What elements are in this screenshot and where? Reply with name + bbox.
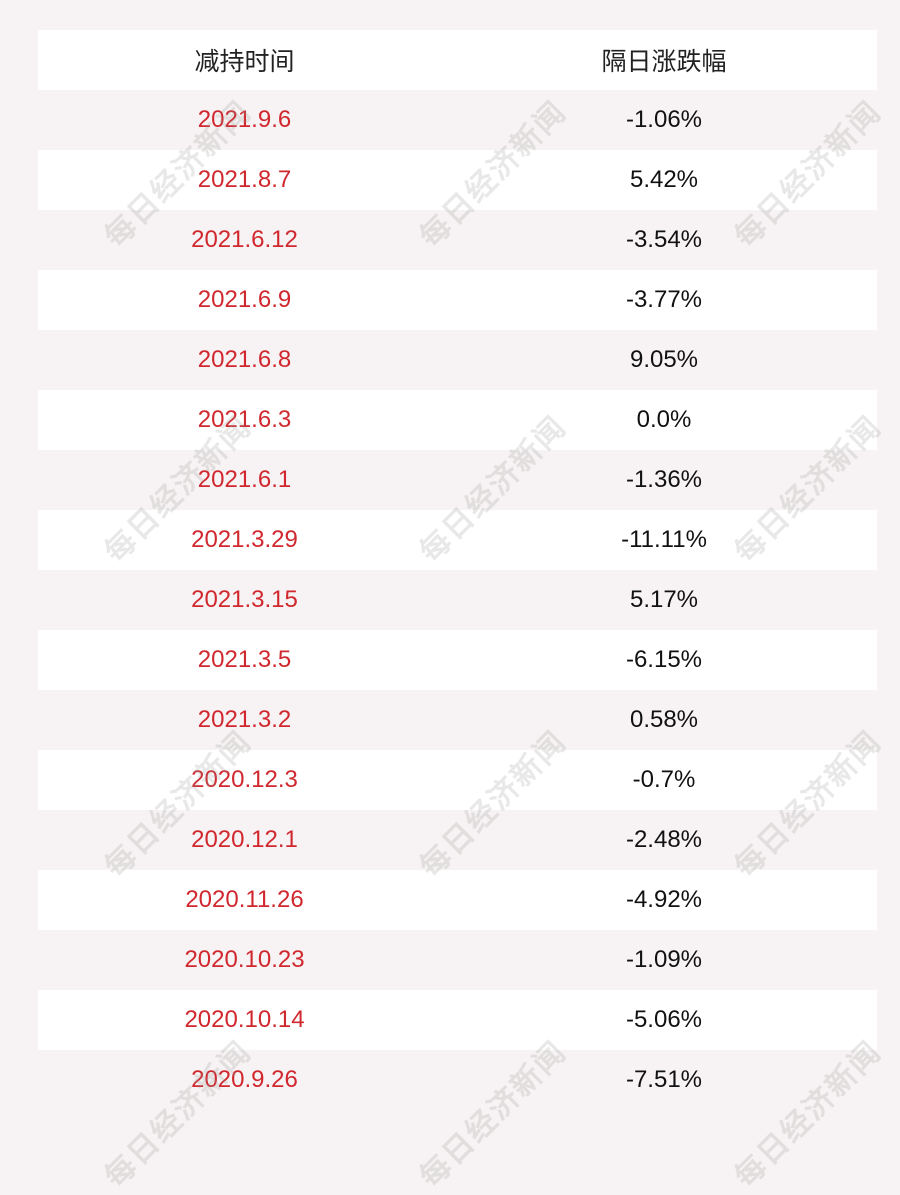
row-change: -11.11% <box>621 526 707 553</box>
table-row: 2021.6.8 9.05% <box>38 330 877 390</box>
row-change: -1.09% <box>625 946 703 973</box>
row-change: -0.7% <box>632 766 696 793</box>
row-date: 2020.10.23 <box>184 946 305 973</box>
row-date: 2021.8.7 <box>197 166 292 193</box>
row-date: 2021.6.12 <box>191 226 298 253</box>
row-change: 5.17% <box>629 586 699 613</box>
table-row: 2021.6.12 -3.54% <box>38 210 877 270</box>
row-date: 2021.9.6 <box>197 106 292 133</box>
row-change: -2.48% <box>625 826 703 853</box>
row-date: 2020.10.14 <box>184 1006 305 1033</box>
row-date: 2021.3.29 <box>191 526 298 553</box>
table-row: 2020.10.14 -5.06% <box>38 990 877 1050</box>
table-row: 2021.9.6 -1.06% <box>38 90 877 150</box>
row-change: -1.06% <box>625 106 703 133</box>
row-date: 2021.3.2 <box>197 706 292 733</box>
row-date: 2021.6.8 <box>197 346 292 373</box>
table-row: 2021.3.15 5.17% <box>38 570 877 630</box>
row-change: -7.51% <box>625 1066 703 1093</box>
table-row: 2020.12.1 -2.48% <box>38 810 877 870</box>
row-change: -1.36% <box>625 466 703 493</box>
table-row: 2020.11.26 -4.92% <box>38 870 877 930</box>
header-change: 隔日涨跌幅 <box>601 48 727 76</box>
table-row: 2021.8.7 5.42% <box>38 150 877 210</box>
table-row: 2020.10.23 -1.09% <box>38 930 877 990</box>
row-change: 0.58% <box>629 706 699 733</box>
header-date: 减持时间 <box>194 48 295 76</box>
row-change: -3.77% <box>625 286 703 313</box>
row-date: 2020.12.1 <box>191 826 298 853</box>
row-change: -3.54% <box>625 226 703 253</box>
table-header: 减持时间 隔日涨跌幅 <box>38 30 877 90</box>
row-change: 0.0% <box>636 406 692 433</box>
data-table: 减持时间 隔日涨跌幅 2021.9.6 -1.06% 2021.8.7 5.42% 20… <box>38 30 877 1110</box>
row-date: 2020.11.26 <box>185 886 304 913</box>
row-date: 2021.6.1 <box>197 466 292 493</box>
row-date: 2020.9.26 <box>191 1066 298 1093</box>
table-row: 2020.9.26 -7.51% <box>38 1050 877 1110</box>
row-date: 2021.6.9 <box>197 286 292 313</box>
row-change: -6.15% <box>625 646 703 673</box>
table-row: 2021.3.29 -11.11% <box>38 510 877 570</box>
row-change: 5.42% <box>629 166 699 193</box>
row-date: 2020.12.3 <box>191 766 298 793</box>
row-change: -5.06% <box>625 1006 703 1033</box>
table-row: 2020.12.3 -0.7% <box>38 750 877 810</box>
table-row: 2021.6.9 -3.77% <box>38 270 877 330</box>
row-date: 2021.3.15 <box>191 586 298 613</box>
row-date: 2021.6.3 <box>197 406 292 433</box>
table-row: 2021.3.5 -6.15% <box>38 630 877 690</box>
table-row: 2021.3.2 0.58% <box>38 690 877 750</box>
row-date: 2021.3.5 <box>197 646 292 673</box>
row-change: 9.05% <box>629 346 699 373</box>
table-row: 2021.6.3 0.0% <box>38 390 877 450</box>
table-row: 2021.6.1 -1.36% <box>38 450 877 510</box>
row-change: -4.92% <box>625 886 703 913</box>
